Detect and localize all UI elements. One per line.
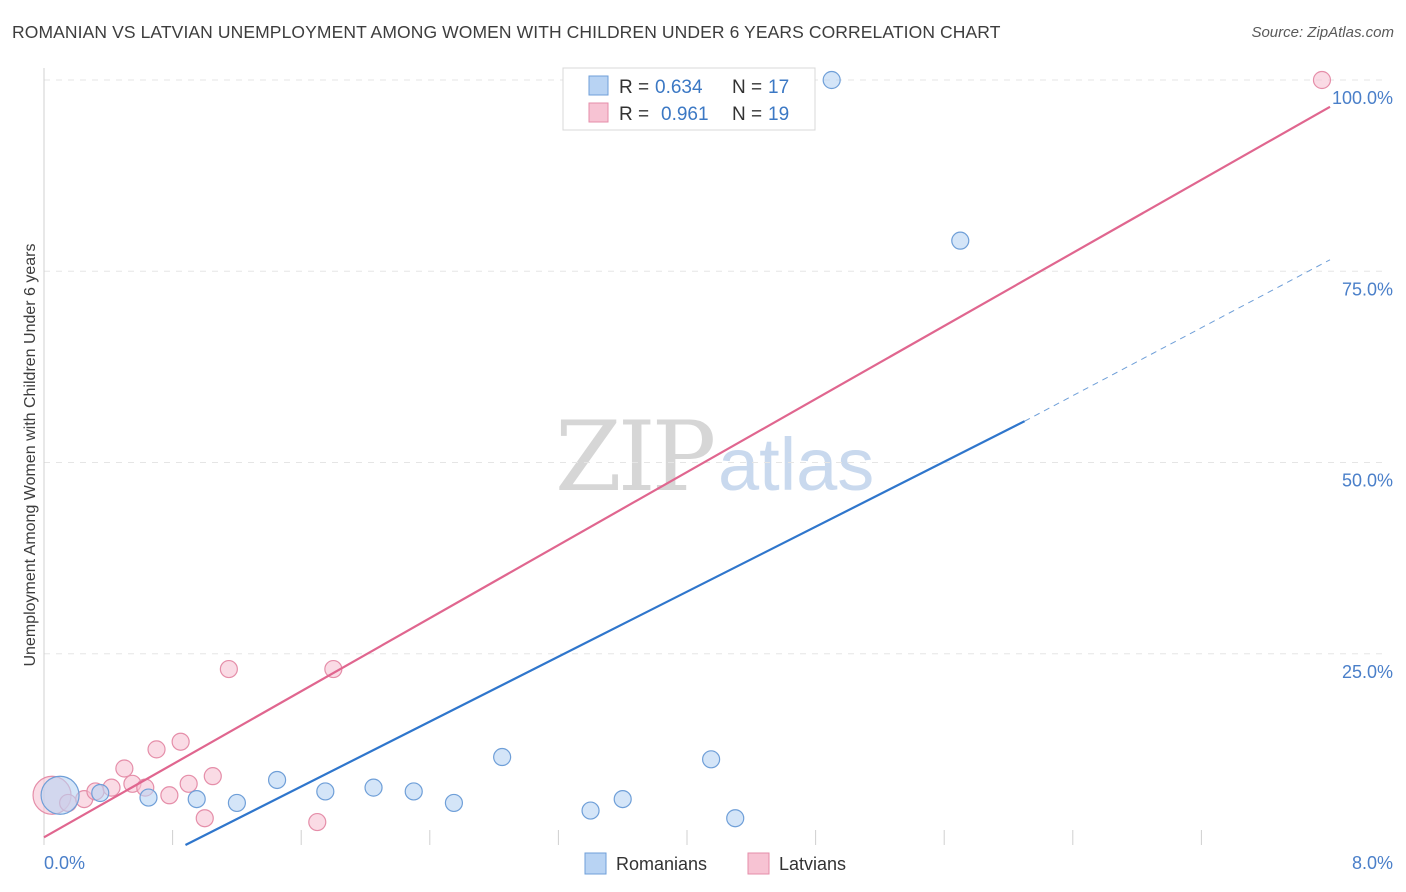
y-axis-tick-labels: 25.0% 50.0% 75.0% 100.0% bbox=[1332, 88, 1393, 682]
romanian-point-9 bbox=[404, 782, 423, 801]
legend-latvians-r-value: 0.961 bbox=[661, 104, 709, 125]
trendlines bbox=[43, 105, 1331, 846]
romanian-point-10 bbox=[444, 793, 464, 813]
x-axis-ticks bbox=[172, 830, 1202, 845]
legend-swatch-latvians bbox=[588, 102, 609, 123]
romanian-point-5 bbox=[227, 793, 246, 813]
chart-source: Source: ZipAtlas.com bbox=[1251, 24, 1394, 41]
latvian-point-18 bbox=[1312, 70, 1332, 90]
romanian-point-3 bbox=[139, 788, 158, 807]
latvian-point-15 bbox=[219, 659, 238, 679]
legend: R = 0.634 N = 17 R = 0.961 N = 19 bbox=[562, 67, 816, 131]
romanian-trendline bbox=[184, 420, 1026, 846]
chart-title: ROMANIAN VS LATVIAN UNEMPLOYMENT AMONG W… bbox=[12, 22, 1001, 42]
legend-swatch-romanians bbox=[588, 75, 609, 96]
romanian-point-13 bbox=[613, 789, 632, 809]
y-tick-label-100: 100.0% bbox=[1332, 88, 1393, 108]
latvian-point-13 bbox=[195, 809, 214, 828]
watermark-zip: ZIP bbox=[555, 401, 714, 513]
watermark-atlas: atlas bbox=[718, 423, 874, 506]
watermark: ZIP atlas bbox=[555, 401, 874, 513]
gridlines bbox=[44, 79, 1385, 655]
bottom-legend-swatch-romanians bbox=[584, 852, 607, 875]
latvian-point-12 bbox=[179, 774, 198, 793]
romanian-point-15 bbox=[726, 809, 745, 828]
latvian-point-9 bbox=[147, 740, 166, 759]
series-romanians bbox=[40, 70, 970, 828]
romanian-point-2 bbox=[91, 783, 110, 803]
romanian-trendline-extension bbox=[1024, 259, 1331, 422]
y-tick-label-75: 75.0% bbox=[1342, 279, 1393, 299]
legend-romanians-r-label: R = bbox=[619, 77, 649, 98]
romanian-point-7 bbox=[316, 782, 335, 801]
romanian-point-11 bbox=[493, 747, 512, 767]
legend-romanians-n-value: 17 bbox=[768, 77, 789, 98]
bottom-legend: Romanians Latvians bbox=[584, 852, 846, 875]
romanian-point-6 bbox=[267, 770, 287, 790]
romanian-point-8 bbox=[364, 778, 383, 797]
romanian-point-12 bbox=[581, 801, 600, 820]
x-tick-label-min: 0.0% bbox=[44, 853, 85, 873]
legend-latvians-n-value: 19 bbox=[768, 104, 789, 125]
romanian-point-17 bbox=[951, 231, 970, 250]
romanian-point-14 bbox=[702, 750, 721, 769]
bottom-legend-swatch-latvians bbox=[747, 852, 770, 875]
bottom-legend-romanians: Romanians bbox=[616, 854, 707, 874]
x-tick-label-max: 8.0% bbox=[1352, 853, 1393, 873]
y-tick-label-25: 25.0% bbox=[1342, 662, 1393, 682]
y-axis-label: Unemployment Among Women with Children U… bbox=[22, 243, 39, 666]
romanian-point-4 bbox=[187, 789, 206, 809]
legend-romanians-r-value: 0.634 bbox=[655, 77, 703, 98]
latvian-point-11 bbox=[171, 732, 190, 751]
latvian-point-16 bbox=[308, 812, 327, 832]
y-tick-label-50: 50.0% bbox=[1342, 471, 1393, 491]
legend-latvians-r-label: R = bbox=[619, 104, 649, 125]
legend-romanians-n-label: N = bbox=[732, 77, 762, 98]
latvian-trendline bbox=[43, 105, 1331, 839]
legend-latvians-n-label: N = bbox=[732, 104, 762, 125]
latvian-point-10 bbox=[160, 786, 179, 805]
latvian-point-14 bbox=[203, 767, 222, 786]
romanian-point-16 bbox=[822, 70, 841, 90]
romanian-point-1 bbox=[40, 775, 80, 815]
latvian-point-6 bbox=[115, 759, 134, 778]
bottom-legend-latvians: Latvians bbox=[779, 854, 846, 874]
